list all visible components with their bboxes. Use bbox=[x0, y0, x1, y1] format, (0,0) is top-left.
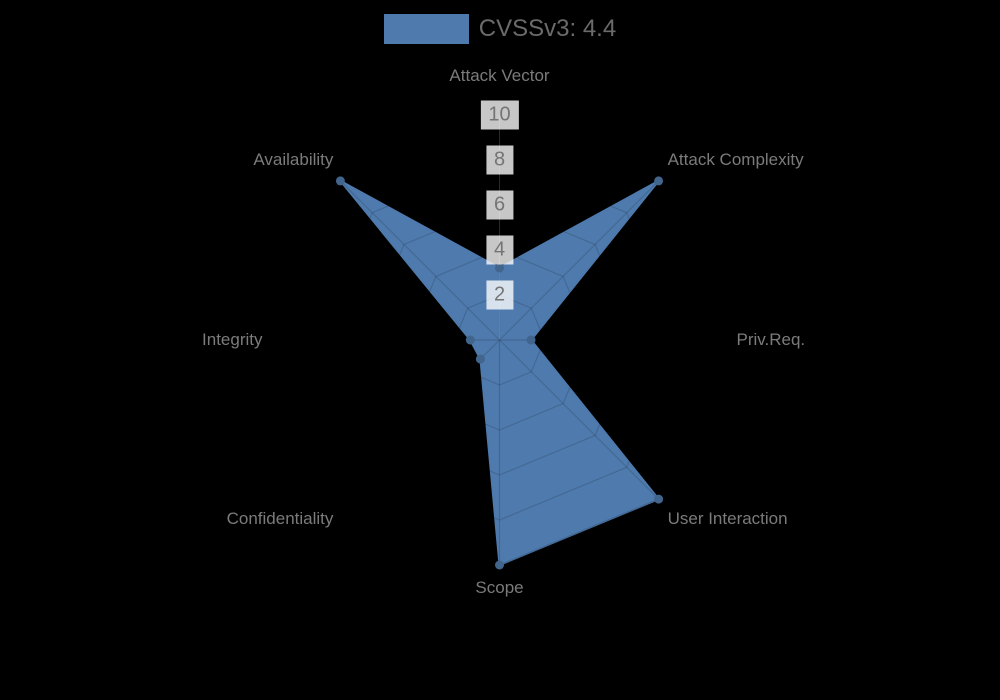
tick-label: 6 bbox=[485, 190, 514, 220]
tick-label: 10 bbox=[480, 100, 519, 130]
point-marker bbox=[335, 176, 345, 186]
point-marker bbox=[495, 560, 504, 570]
axis-label-priv-req: Priv.Req. bbox=[736, 330, 806, 349]
legend: CVSSv3: 4.4 bbox=[0, 14, 1000, 44]
axis-label-scope: Scope bbox=[475, 578, 524, 597]
grid-ring bbox=[318, 159, 681, 521]
legend-label: CVSSv3: 4.4 bbox=[478, 15, 617, 42]
axis-spoke bbox=[499, 339, 660, 500]
point-marker bbox=[654, 494, 664, 504]
point-marker bbox=[465, 335, 475, 345]
legend-swatch bbox=[383, 14, 469, 44]
axis-label-confidentiality: Confidentiality bbox=[226, 509, 334, 529]
point-marker bbox=[654, 176, 664, 186]
axis-spoke bbox=[339, 180, 500, 341]
axis-label-availability: Availability bbox=[253, 149, 334, 169]
grid-ring bbox=[408, 249, 591, 431]
legend-item[interactable]: CVSSv3: 4.4 bbox=[383, 14, 617, 44]
grid-ring bbox=[363, 204, 636, 476]
point-marker bbox=[475, 354, 485, 364]
tick-label: 2 bbox=[485, 280, 514, 310]
axis-spoke bbox=[499, 180, 660, 341]
axis-spoke bbox=[339, 339, 500, 500]
axis-label-user-interaction: User Interaction bbox=[667, 509, 788, 529]
point-marker bbox=[526, 335, 536, 345]
tick-label: 4 bbox=[485, 235, 514, 265]
axis-label-integrity: Integrity bbox=[202, 330, 263, 349]
axis-label-attack-complexity: Attack Complexity bbox=[667, 149, 804, 169]
point-marker bbox=[495, 263, 504, 273]
grid-ring bbox=[453, 294, 546, 386]
axis-label-attack-vector: Attack Vector bbox=[449, 66, 550, 85]
tick-label: 8 bbox=[485, 145, 514, 175]
